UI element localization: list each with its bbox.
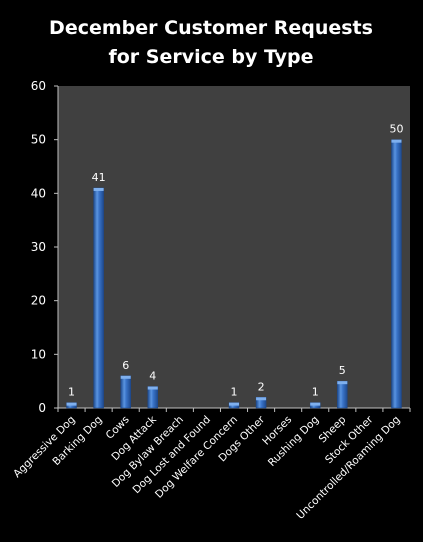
bars — [66, 139, 402, 409]
chart-title-line-2: for Service by Type — [108, 46, 313, 68]
data-label: 1 — [231, 386, 238, 399]
bar — [391, 139, 402, 409]
bar-cap — [120, 375, 131, 379]
bar — [147, 386, 159, 409]
chart-title-line-1: December Customer Requests — [49, 17, 373, 39]
data-label: 5 — [339, 364, 346, 377]
y-tick-label: 30 — [31, 240, 46, 254]
bar-cap — [337, 381, 348, 385]
bar-cap — [147, 386, 158, 390]
data-label: 41 — [92, 171, 106, 184]
data-label: 6 — [122, 359, 129, 372]
y-tick-label: 10 — [31, 347, 46, 361]
data-label: 1 — [312, 386, 319, 399]
bar — [93, 187, 104, 409]
bar-cap — [391, 139, 402, 143]
bar-cap — [229, 402, 239, 406]
data-label: 1 — [68, 386, 75, 399]
y-tick-label: 40 — [31, 186, 46, 200]
bar — [120, 375, 131, 409]
bar-cap — [256, 397, 267, 401]
data-label: 2 — [258, 380, 265, 393]
y-tick-label: 20 — [31, 294, 46, 308]
plot-area — [58, 86, 410, 408]
data-label: 4 — [149, 370, 156, 383]
data-label: 50 — [389, 123, 403, 136]
bar-cap — [66, 402, 77, 406]
y-tick-label: 0 — [38, 401, 46, 415]
y-tick-label: 50 — [31, 133, 46, 147]
bar — [337, 380, 348, 409]
y-tick-label: 60 — [31, 79, 46, 93]
bar-cap — [310, 402, 321, 406]
bar-cap — [93, 187, 104, 191]
